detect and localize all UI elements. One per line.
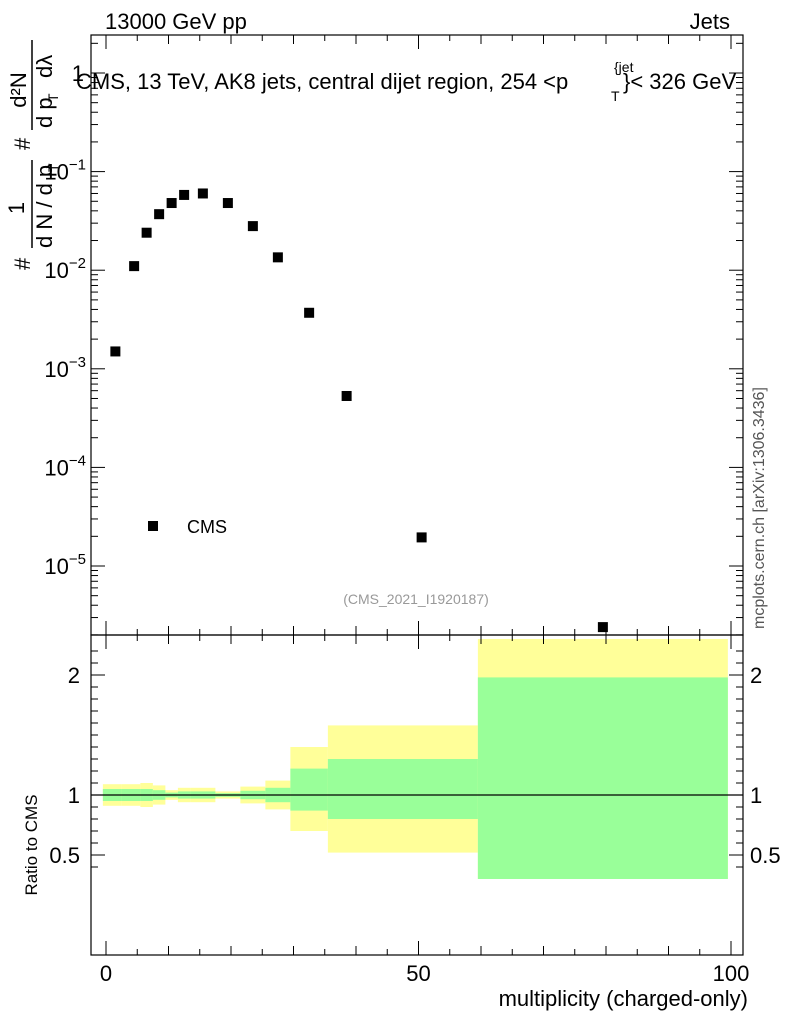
main-ytick-label: 10−3 xyxy=(44,354,86,382)
ratio-band-green xyxy=(327,759,478,819)
xtick-label: 100 xyxy=(713,961,750,986)
xtick-label: 0 xyxy=(100,961,112,986)
header-right: Jets xyxy=(690,9,730,34)
data-point xyxy=(166,198,177,209)
ratio-ytick-label: 2 xyxy=(68,663,80,688)
ratio-ytick-label: 1 xyxy=(68,783,80,808)
ratio-ytick-label-right: 0.5 xyxy=(750,843,781,868)
ratio-panel: 0.5 0.5 1 1 2 2 0 50 100 xyxy=(49,35,781,986)
chart-title: CMS, 13 TeV, AK8 jets, central dijet reg… xyxy=(76,59,736,104)
legend-marker xyxy=(148,521,158,531)
title-pre: CMS, 13 TeV, AK8 jets, central dijet reg… xyxy=(76,69,568,94)
data-point xyxy=(341,390,352,401)
ylabel-sub-t-1: T xyxy=(45,163,61,172)
legend: CMS xyxy=(148,517,227,537)
data-point xyxy=(129,261,140,272)
ratio-yticks: 0.5 0.5 1 1 2 2 xyxy=(49,650,781,868)
legend-label: CMS xyxy=(187,517,227,537)
ylabel-hash-2: # xyxy=(10,137,35,150)
data-point xyxy=(222,198,233,209)
ylabel-frac2-num: d²N xyxy=(6,72,31,107)
ylabel-hash-1: # xyxy=(10,257,35,270)
data-point xyxy=(197,188,208,199)
title-sup: {jet xyxy=(614,59,634,75)
analysis-tag: (CMS_2021_I1920187) xyxy=(343,591,489,607)
xlabel: multiplicity (charged-only) xyxy=(499,986,748,1011)
ratio-ytick-label: 0.5 xyxy=(49,843,80,868)
header-left: 13000 GeV pp xyxy=(105,9,247,34)
ylabel-frac1-den: d N / d p xyxy=(32,165,57,248)
main-ytick-label: 1 xyxy=(72,61,84,86)
main-ytick-label: 10−4 xyxy=(44,452,86,480)
data-point xyxy=(416,532,427,543)
main-ytick-label: 10−2 xyxy=(44,255,86,283)
xtick-label: 50 xyxy=(406,961,430,986)
ratio-ytick-label-right: 1 xyxy=(750,783,762,808)
data-point xyxy=(110,346,121,357)
main-frame xyxy=(90,34,744,636)
ratio-ylabel: Ratio to CMS xyxy=(22,794,41,895)
data-point xyxy=(179,189,190,200)
side-credit-label: mcplots.cern.ch [arXiv:1306.3436] xyxy=(751,387,768,629)
ylabel-dlambda: dλ xyxy=(32,55,57,78)
main-ytick-label: 10−1 xyxy=(44,157,86,185)
ratio-band-green xyxy=(477,677,728,879)
ylabel-frac2-den: d p xyxy=(32,97,57,128)
ratio-xticks: 0 50 100 xyxy=(100,35,749,986)
title-sub: T xyxy=(611,88,620,104)
data-point xyxy=(154,209,165,220)
ylabel-sub-t-2: T xyxy=(45,93,61,102)
ratio-bands xyxy=(102,639,728,879)
data-point xyxy=(304,307,315,318)
ylabel-frac1-num: 1 xyxy=(4,202,29,214)
data-point xyxy=(272,252,283,263)
main-panel: 1 10−1 10−2 10−3 10−4 10−5 xyxy=(44,34,744,636)
main-yticks: 1 10−1 10−2 10−3 10−4 10−5 xyxy=(44,42,743,636)
ratio-band-green xyxy=(290,768,328,811)
main-markers xyxy=(110,188,608,633)
main-ytick-label: 10−5 xyxy=(44,551,86,579)
data-point xyxy=(141,227,152,238)
svg-text:CMS, 13 TeV, AK8 jets, central: CMS, 13 TeV, AK8 jets, central dijet reg… xyxy=(76,69,568,94)
title-post: }< 326 GeV xyxy=(623,69,736,94)
ratio-ytick-label-right: 2 xyxy=(750,663,762,688)
main-ylabel: # 1 d N / d p T # d²N d p T dλ xyxy=(4,40,61,270)
data-point xyxy=(247,221,258,232)
data-point xyxy=(597,622,608,633)
